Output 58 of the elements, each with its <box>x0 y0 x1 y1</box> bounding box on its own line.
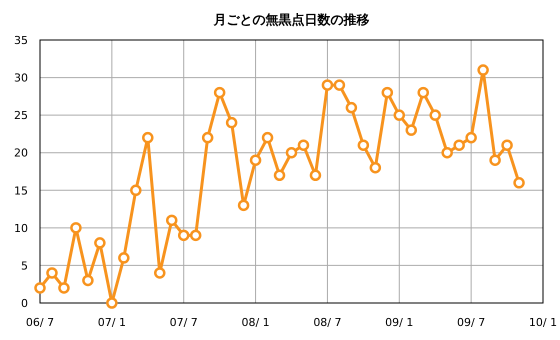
x-tick-label: 09/ 1 <box>385 316 414 329</box>
point <box>298 139 310 151</box>
point <box>513 177 525 189</box>
point <box>142 132 154 144</box>
y-tick-label: 25 <box>14 109 28 122</box>
point <box>453 139 465 151</box>
y-tick-label: 0 <box>21 297 28 310</box>
point <box>46 267 58 279</box>
point <box>178 230 190 242</box>
point <box>82 274 94 286</box>
x-tick-label: 10/ 1 <box>528 316 558 329</box>
point <box>154 267 166 279</box>
point <box>286 146 298 158</box>
point <box>310 170 322 182</box>
point <box>226 116 238 128</box>
x-tick-label: 08/ 1 <box>241 316 270 329</box>
point <box>358 139 370 151</box>
y-tick-label: 20 <box>14 146 28 160</box>
point <box>465 132 477 144</box>
point <box>34 282 46 294</box>
point <box>501 139 513 151</box>
point <box>166 214 178 226</box>
point <box>370 162 382 174</box>
point <box>394 109 406 121</box>
point <box>382 86 394 98</box>
chart-title: 月ごとの無黒点日数の推移 <box>212 12 370 28</box>
point <box>190 230 202 242</box>
point <box>441 146 453 158</box>
point <box>417 86 429 98</box>
point <box>322 79 334 91</box>
point <box>429 109 441 121</box>
y-tick-label: 15 <box>14 184 28 198</box>
x-tick-label: 06/ 7 <box>26 316 54 329</box>
point <box>262 132 274 144</box>
x-tick-label: 09/ 7 <box>457 316 486 329</box>
point <box>214 86 226 98</box>
point <box>489 154 501 166</box>
x-tick-label: 08/ 7 <box>313 316 342 329</box>
x-tick-label: 07/ 7 <box>170 316 198 329</box>
y-tick-label: 10 <box>14 222 28 235</box>
point <box>477 64 489 76</box>
y-tick-label: 30 <box>14 72 28 85</box>
x-tick-label: 07/ 1 <box>98 316 126 329</box>
point <box>406 124 418 136</box>
point <box>250 154 262 166</box>
point <box>274 170 286 182</box>
point <box>202 132 214 144</box>
point <box>130 184 142 196</box>
point <box>70 222 82 234</box>
y-tick-label: 5 <box>21 259 28 272</box>
point <box>94 237 106 249</box>
point <box>334 79 346 91</box>
point <box>346 102 358 114</box>
y-tick-label: 35 <box>14 34 28 47</box>
point <box>106 297 118 309</box>
point <box>238 200 250 212</box>
point <box>58 282 70 294</box>
point <box>118 252 130 264</box>
